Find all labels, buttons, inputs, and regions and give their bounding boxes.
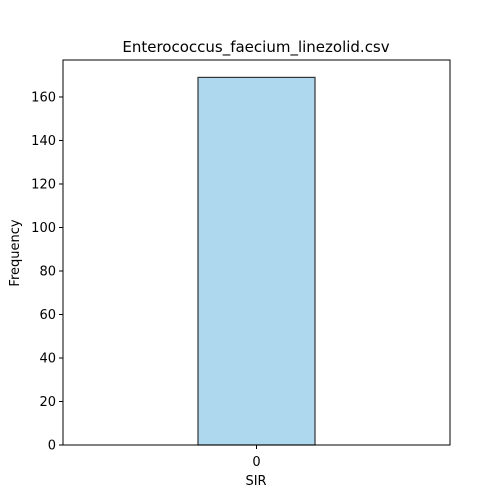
x-axis-label: SIR: [245, 474, 266, 489]
bar-0: [197, 76, 316, 446]
y-tick-label: 100: [31, 221, 56, 236]
y-tick-label: 0: [48, 439, 56, 454]
chart-title: Enterococcus_faecium_linezolid.csv: [122, 38, 389, 57]
y-tick-label: 160: [31, 90, 56, 105]
y-tick-label: 80: [39, 264, 56, 279]
y-tick-label: 120: [31, 177, 56, 192]
plot-frame: [62, 59, 451, 446]
y-tick-label: 20: [39, 395, 56, 410]
y-axis-label: Frequency: [8, 219, 23, 286]
x-tick-label: 0: [252, 455, 260, 470]
y-axis: 0 20 40 60 80 100 120 140 160: [31, 90, 63, 454]
x-axis: 0: [252, 445, 261, 470]
bars-group: [197, 76, 316, 446]
y-tick-label: 140: [31, 134, 56, 149]
y-tick-label: 40: [39, 351, 56, 366]
y-tick-label: 60: [39, 308, 56, 323]
